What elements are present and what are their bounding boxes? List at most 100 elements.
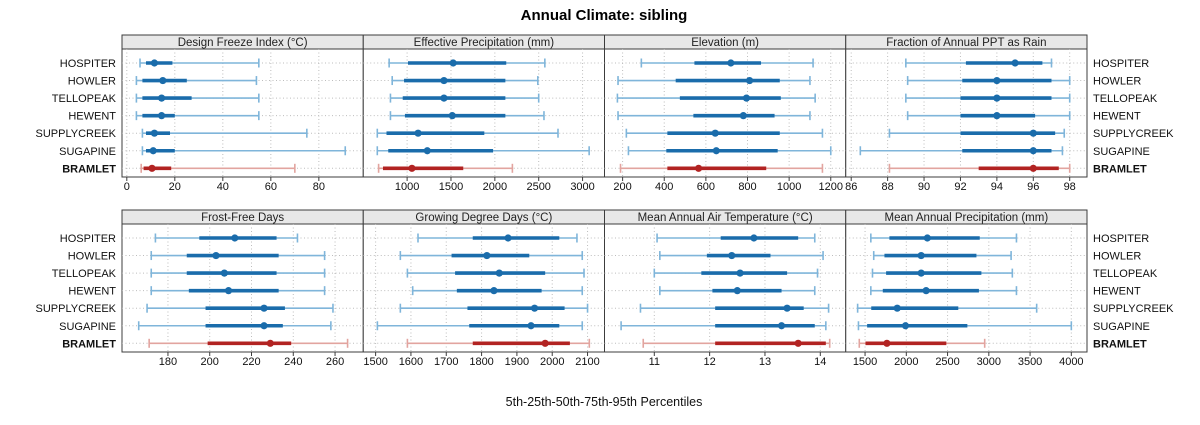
- figure-title: Annual Climate: sibling: [521, 7, 688, 24]
- median-dot: [711, 129, 719, 137]
- row-howler: [122, 251, 364, 261]
- site-label-right-hewent: HEWENT: [1093, 286, 1141, 298]
- panel-design-freeze-index-c: Design Freeze Index (°C) 0 20 40 60 80: [121, 34, 364, 193]
- row-sugapine: [122, 146, 364, 156]
- row-hewent: [604, 286, 846, 296]
- median-dot: [993, 76, 1001, 85]
- site-label-right-hewent: HEWENT: [1093, 111, 1141, 123]
- site-label-left-hospiter: HOSPITER: [60, 58, 116, 70]
- axis-tick-label: 86: [845, 181, 857, 193]
- median-dot: [993, 94, 1001, 102]
- axis-tick-label: 60: [265, 181, 277, 193]
- row-sugapine: [845, 321, 1087, 331]
- axis-tick-label: 1200: [819, 181, 843, 193]
- median-dot: [530, 304, 539, 312]
- axis-tick-label: 2100: [575, 356, 599, 368]
- row-hospiter: [363, 233, 605, 243]
- median-dot: [993, 112, 1001, 120]
- row-tellopeak: [845, 268, 1087, 278]
- site-label-left-bramlet: BRAMLET: [62, 338, 116, 350]
- site-label-left-sugapine: SUGAPINE: [59, 321, 116, 333]
- median-dot: [158, 112, 166, 120]
- row-bramlet: [363, 163, 605, 173]
- row-hewent: [845, 111, 1087, 121]
- row-supplycreek: [363, 303, 605, 313]
- row-tellopeak: [122, 268, 364, 278]
- median-dot: [727, 59, 735, 67]
- row-bramlet: [363, 338, 605, 348]
- row-supplycreek: [122, 303, 364, 313]
- median-dot: [504, 234, 512, 242]
- median-dot: [449, 59, 457, 67]
- axis-tick-label: 2000: [540, 356, 564, 368]
- axis-tick-label: 1000: [777, 181, 801, 193]
- row-supplycreek: [845, 303, 1087, 313]
- axis-tick-label: 1500: [853, 356, 877, 368]
- row-hewent: [363, 111, 605, 121]
- median-dot: [1011, 59, 1019, 67]
- median-dot: [901, 322, 910, 330]
- site-label-left-hewent: HEWENT: [68, 286, 116, 298]
- panel-title: Fraction of Annual PPT as Rain: [886, 37, 1046, 49]
- row-supplycreek: [122, 128, 364, 138]
- row-supplycreek: [604, 303, 846, 313]
- row-hospiter: [604, 58, 846, 68]
- site-label-right-sugapine: SUGAPINE: [1093, 146, 1150, 158]
- median-dot: [440, 94, 448, 102]
- median-dot: [260, 322, 268, 330]
- site-label-left-howler: HOWLER: [68, 76, 116, 88]
- row-supplycreek: [363, 128, 605, 138]
- median-dot: [260, 304, 268, 312]
- median-dot: [1029, 129, 1037, 137]
- panel-fraction-of-annual-ppt-as-rain: Fraction of Annual PPT as Rain 86 88 90 92 94…: [845, 34, 1088, 193]
- median-dot: [440, 76, 448, 85]
- median-dot: [1029, 164, 1037, 172]
- row-bramlet: [845, 338, 1087, 348]
- site-label-right-tellopeak: TELLOPEAK: [1093, 93, 1158, 105]
- axis-tick-label: 11: [649, 356, 660, 368]
- axis-tick-label: 80: [313, 181, 325, 193]
- axis-tick-label: 2500: [526, 181, 550, 193]
- axis-tick-label: 96: [1027, 181, 1039, 193]
- axis-tick-label: 98: [1064, 181, 1076, 193]
- panel-title: Mean Annual Precipitation (mm): [885, 212, 1049, 224]
- site-label-left-tellopeak: TELLOPEAK: [52, 93, 117, 105]
- panel-title: Growing Degree Days (°C): [415, 212, 552, 224]
- row-tellopeak: [604, 268, 846, 278]
- median-dot: [483, 251, 491, 260]
- axis-tick-label: 1900: [505, 356, 529, 368]
- panel-title: Frost-Free Days: [201, 212, 284, 224]
- axis-tick-label: 14: [814, 356, 826, 368]
- panel-mean-annual-air-temperature-c: Mean Annual Air Temperature (°C) 11 12 13 14: [604, 209, 847, 368]
- median-dot: [220, 269, 228, 277]
- axis-tick-label: 600: [697, 181, 715, 193]
- panel-frost-free-days: Frost-Free Days 180 200 220 240 260: [121, 209, 364, 368]
- row-supplycreek: [845, 128, 1087, 138]
- median-dot: [408, 164, 416, 172]
- axis-tick-label: 3000: [977, 356, 1001, 368]
- row-howler: [363, 76, 605, 86]
- row-howler: [122, 76, 364, 86]
- row-howler: [845, 251, 1087, 261]
- axis-tick-label: 260: [326, 356, 344, 368]
- median-dot: [733, 287, 741, 295]
- median-dot: [150, 129, 159, 137]
- axis-tick-label: 1700: [434, 356, 458, 368]
- axis-tick-label: 240: [284, 356, 302, 368]
- axis-tick-label: 180: [159, 356, 177, 368]
- row-hewent: [122, 286, 364, 296]
- site-label-right-howler: HOWLER: [1093, 76, 1141, 88]
- median-dot: [777, 322, 786, 330]
- row-tellopeak: [122, 93, 364, 103]
- axis-tick-label: 2500: [935, 356, 959, 368]
- axis-tick-label: 1600: [399, 356, 423, 368]
- median-dot: [917, 251, 925, 260]
- axis-tick-label: 200: [613, 181, 631, 193]
- row-sugapine: [845, 146, 1087, 156]
- row-hospiter: [845, 58, 1087, 68]
- row-bramlet: [604, 163, 846, 173]
- row-supplycreek: [604, 128, 846, 138]
- site-label-right-howler: HOWLER: [1093, 251, 1141, 263]
- site-label-right-supplycreek: SUPPLYCREEK: [1093, 128, 1174, 140]
- axis-tick-label: 2000: [894, 356, 918, 368]
